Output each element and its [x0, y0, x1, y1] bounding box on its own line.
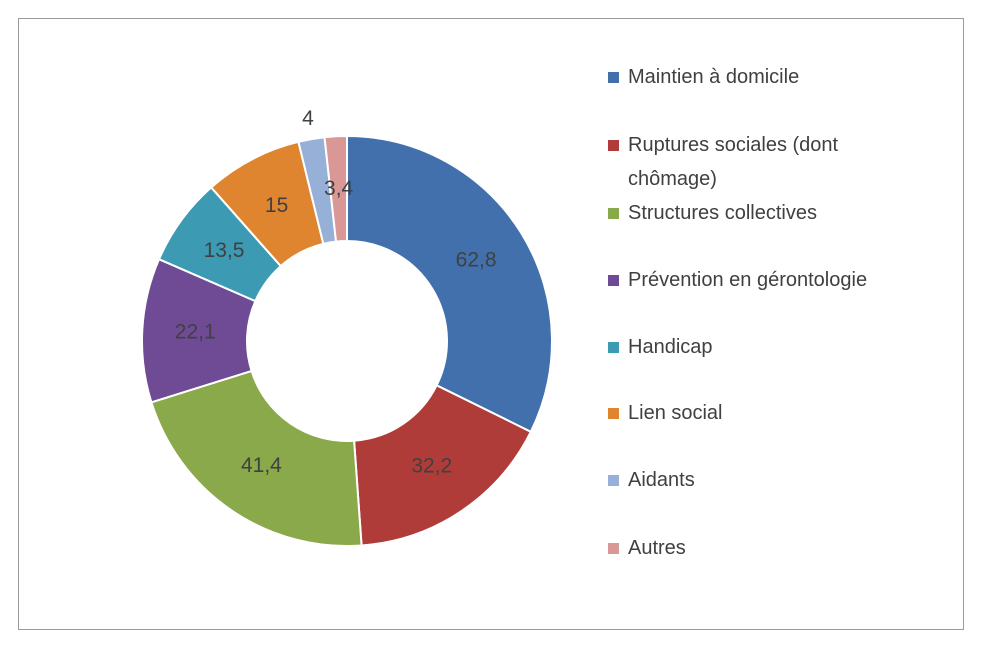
legend-item: Autres: [608, 531, 928, 565]
legend-swatch: [608, 543, 619, 554]
legend-label: Prévention en gérontologie: [628, 269, 868, 291]
legend-swatch: [608, 72, 619, 83]
donut-slice: [150, 369, 363, 547]
donut-slice: [323, 134, 348, 243]
data-label: 32,2: [411, 455, 452, 478]
legend-item: Structures collectives: [608, 196, 928, 230]
data-label: 41,4: [241, 454, 282, 477]
data-label: 3,4: [324, 177, 354, 200]
data-label: 15: [265, 194, 288, 217]
legend-swatch: [608, 342, 619, 353]
data-label: 13,5: [204, 239, 245, 262]
chart-frame: [18, 18, 964, 630]
data-label: 4: [302, 107, 314, 130]
donut-slice: [353, 383, 533, 547]
legend-label: Maintien à domicile: [628, 66, 800, 88]
legend-item: Prévention en gérontologie: [608, 263, 928, 297]
legend-item: Maintien à domicile: [608, 60, 928, 94]
donut-slice: [346, 134, 553, 434]
legend-label: Handicap: [628, 336, 713, 358]
legend-label: Ruptures sociales (dont chômage): [628, 134, 839, 190]
legend-swatch: [608, 140, 619, 151]
legend-item: Aidants: [608, 463, 928, 497]
legend-swatch: [608, 408, 619, 419]
legend-swatch: [608, 275, 619, 286]
legend-swatch: [608, 208, 619, 219]
data-label: 62,8: [456, 248, 497, 271]
legend-item: Ruptures sociales (dont chômage): [608, 128, 928, 196]
data-label: 22,1: [175, 320, 216, 343]
legend-label: Autres: [628, 537, 686, 559]
legend-label: Lien social: [628, 402, 723, 424]
legend-label: Aidants: [628, 469, 695, 491]
legend-label: Structures collectives: [628, 202, 817, 224]
legend-swatch: [608, 475, 619, 486]
legend-item: Lien social: [608, 396, 928, 430]
legend-item: Handicap: [608, 330, 928, 364]
